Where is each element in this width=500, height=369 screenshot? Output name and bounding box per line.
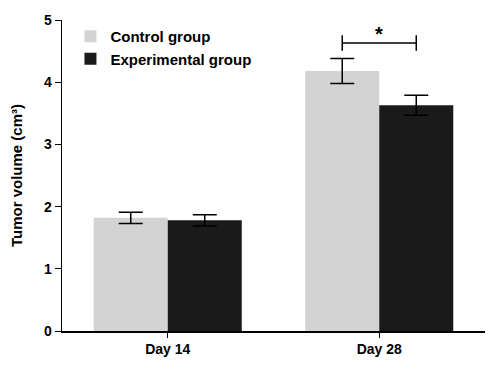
svg-text:3: 3 [44,136,52,152]
svg-text:1: 1 [44,261,52,277]
svg-text:0: 0 [44,323,52,339]
svg-text:Day 14: Day 14 [145,341,190,357]
svg-text:4: 4 [44,74,52,90]
svg-text:2: 2 [44,199,52,215]
svg-text:Control group: Control group [110,28,210,45]
svg-text:Tumor volume (cm³): Tumor volume (cm³) [8,104,25,247]
svg-text:*: * [375,23,383,45]
svg-text:5: 5 [44,12,52,28]
svg-text:Experimental group: Experimental group [110,51,251,68]
svg-text:Day 28: Day 28 [357,341,402,357]
